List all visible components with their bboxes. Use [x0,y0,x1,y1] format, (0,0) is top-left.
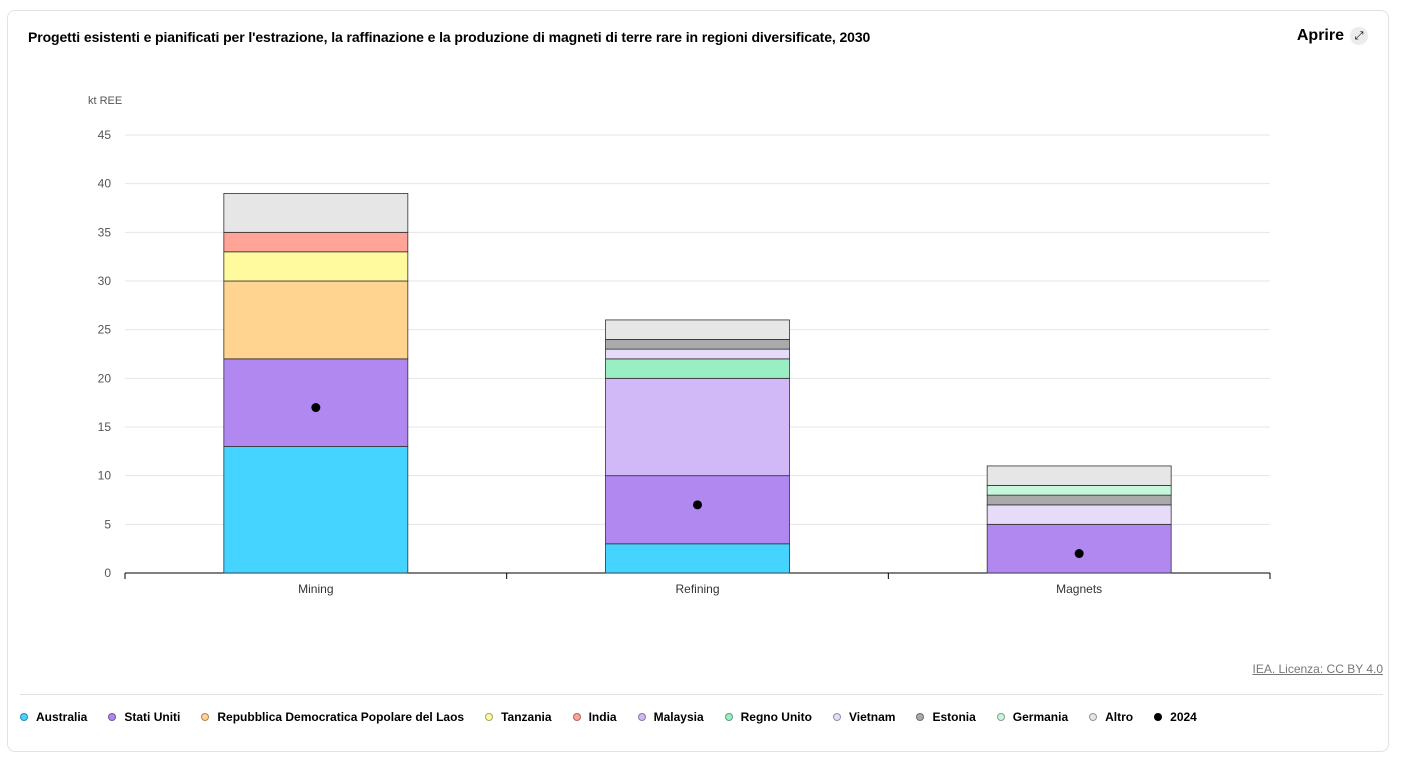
bar-segment [986,504,1172,525]
bar-segment [986,494,1172,506]
y-tick-label: 30 [98,274,112,288]
legend-swatch [108,713,117,721]
y-tick-label: 35 [98,225,112,239]
bar-segment [605,358,790,379]
y-axis-label: kt REE [88,95,122,107]
marker-2024 [311,403,321,413]
legend-swatch [572,713,581,721]
legend-swatch [637,713,646,721]
chart-title: Progetti esistenti e pianificati per l'e… [28,29,871,45]
legend-label: Regno Unito [740,710,812,724]
x-tick-label: Refining [675,582,719,596]
legend-item[interactable]: Germania [996,710,1069,724]
legend-swatch [1089,713,1098,721]
legend-label: Vietnam [848,710,896,724]
y-tick-label: 0 [104,566,111,580]
legend-label: Estonia [932,710,976,724]
legend-item[interactable]: Tanzania [485,710,552,724]
legend-item[interactable]: Stati Uniti [108,710,180,724]
legend-swatch [1154,713,1163,721]
x-tick-label: Magnets [1056,582,1102,596]
bar-segment [605,475,790,545]
marker-2024 [693,500,702,510]
y-tick-label: 15 [98,420,112,434]
legend-label: Stati Uniti [124,710,181,724]
legend-label: Altro [1105,710,1134,724]
bar-segment [986,523,1172,574]
chart-legend: Australia Stati Uniti Repubblica Democrati… [20,710,1218,724]
bar-segment [223,446,409,574]
legend-label: Malaysia [653,710,704,724]
y-tick-label: 45 [98,128,112,142]
legend-item[interactable]: Altro [1089,710,1133,724]
legend-swatch [916,713,925,721]
license-link[interactable]: IEA. Licenza: CC BY 4.0 [1252,662,1383,676]
bar-segment [223,192,409,233]
legend-item[interactable]: Regno Unito [724,710,812,724]
y-tick-label: 20 [98,371,112,385]
bar-segment [605,377,790,477]
bar-segment [986,465,1172,486]
bar-segment [223,358,409,447]
expand-arrows-icon: ⤢ [1350,27,1368,45]
legend-item[interactable]: Repubblica Democratica Popolare del Laos [201,710,464,724]
legend-swatch [724,713,733,721]
bar-segment [605,338,790,350]
legend-label: Tanzania [501,710,552,724]
legend-item[interactable]: Australia [20,710,87,724]
x-tick-label: Mining [298,582,333,596]
bar-segment [986,484,1172,496]
bar-segment [223,280,409,360]
legend-label: Australia [36,710,88,724]
bar-segment [605,348,790,360]
y-tick-label: 10 [98,469,112,483]
marker-2024 [1074,549,1084,559]
bar-segment [223,231,409,253]
legend-swatch [20,713,28,721]
legend-item[interactable]: 2024 [1154,710,1197,724]
y-tick-label: 40 [98,177,112,191]
legend-label: India [588,710,617,724]
bar-segment [605,543,790,574]
legend-item[interactable]: Malaysia [637,710,704,724]
y-tick-label: 5 [104,517,111,531]
open-button[interactable]: Aprire ⤢ [1297,27,1368,45]
legend-label: Repubblica Democratica Popolare del Laos [217,710,465,724]
bar-segment [223,251,409,282]
legend-label: 2024 [1170,710,1197,724]
legend-swatch [996,713,1005,721]
legend-swatch [832,713,841,721]
legend-item[interactable]: India [572,710,617,724]
legend-divider [20,694,1383,695]
y-tick-label: 25 [98,323,112,337]
legend-item[interactable]: Estonia [916,710,976,724]
legend-label: Germania [1012,710,1069,724]
legend-swatch [485,713,494,721]
open-button-label: Aprire [1296,27,1344,44]
bar-segment [605,319,790,340]
legend-item[interactable]: Vietnam [832,710,896,724]
legend-swatch [201,713,210,721]
